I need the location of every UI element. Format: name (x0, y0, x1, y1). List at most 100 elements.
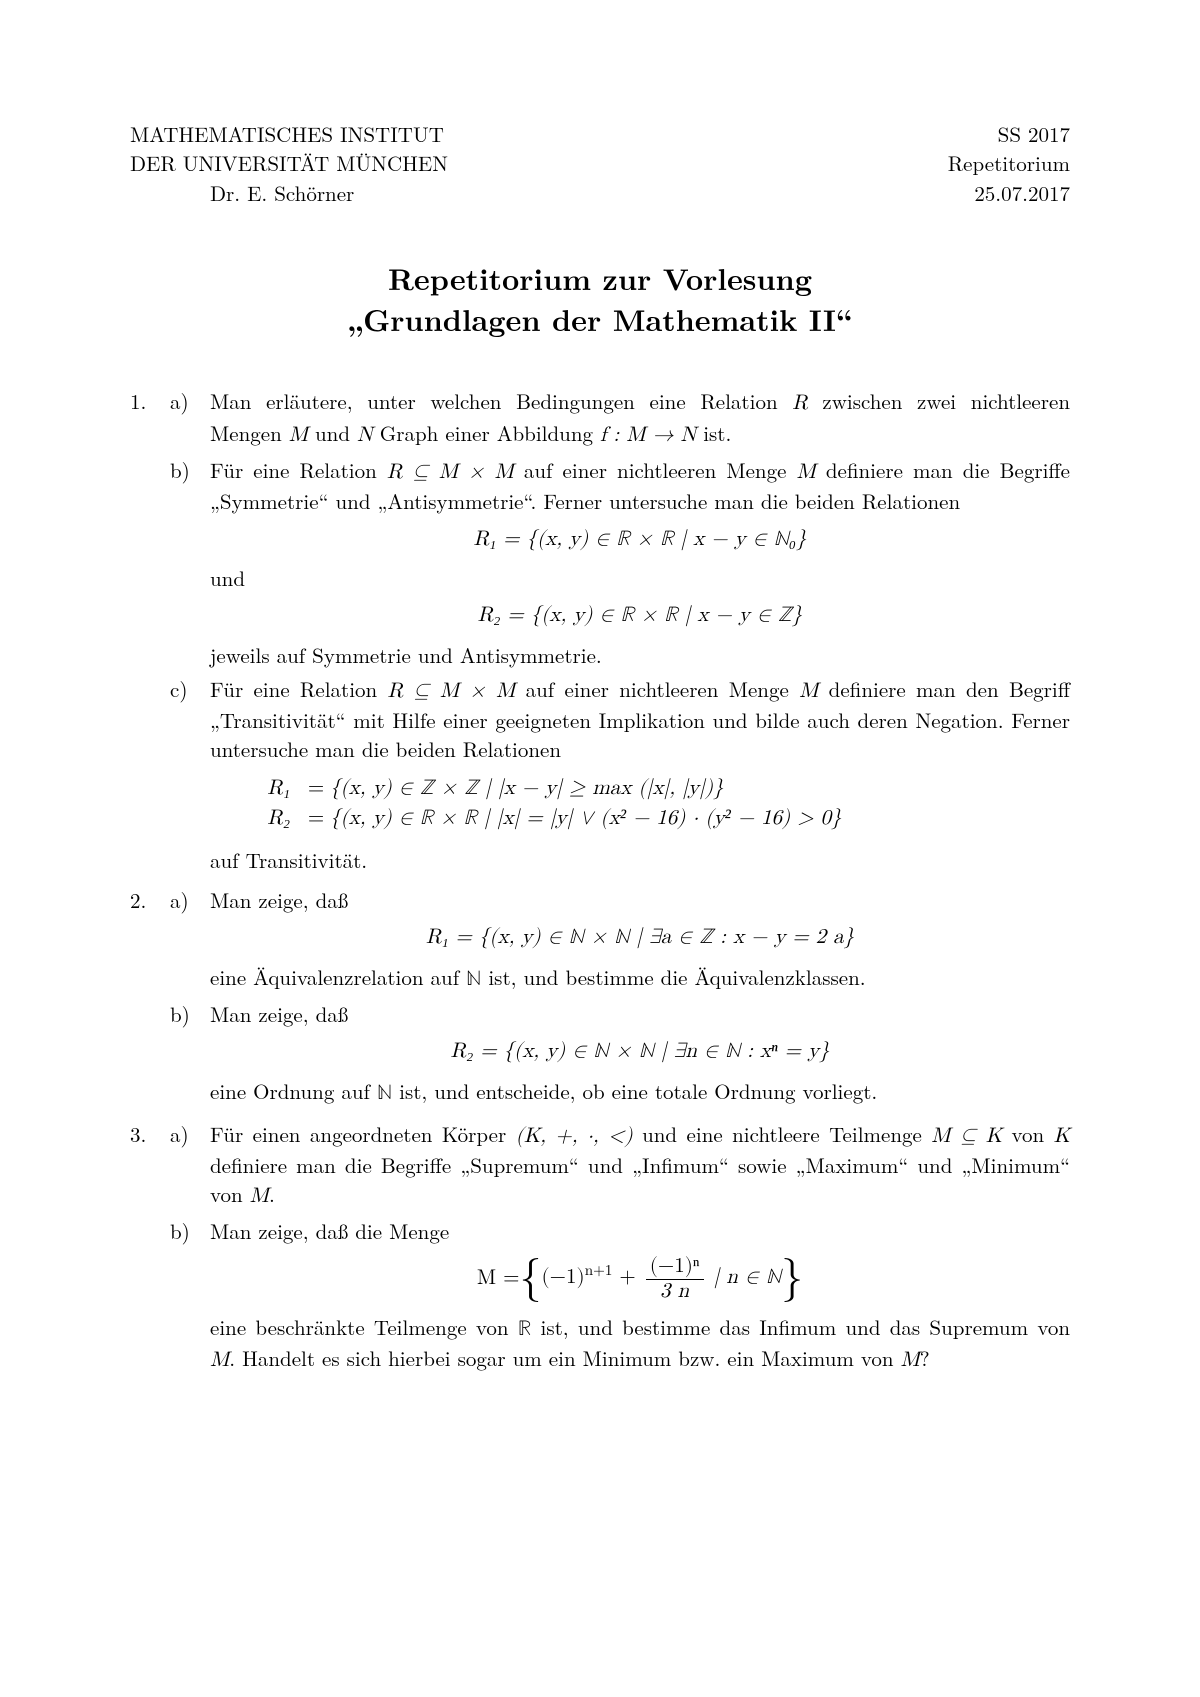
text: und (328, 486, 377, 516)
problem-number: 2. (130, 886, 170, 1114)
sub-body: Man zeige, daß R₁ = {(x, y) ∈ ℕ × ℕ | ∃a… (210, 886, 1070, 994)
sub-body: Für eine Relation R ⊆ M × M auf einer ni… (210, 675, 1070, 874)
text: ist. (696, 418, 731, 448)
connector-und: und (210, 564, 1070, 592)
eq-lhs: R₁ (240, 775, 302, 803)
text: definiere man die Begriffe (210, 1150, 460, 1180)
quoted-term: Antisymmetrie (378, 486, 531, 516)
course-type: Repetitorium (948, 149, 1070, 178)
frac-den: 3 n (646, 1280, 704, 1303)
set-cond: | n ∈ ℕ (707, 1268, 782, 1289)
sub-letter: a) (170, 886, 210, 994)
text: Graph einer Abbildung (373, 418, 600, 448)
quoted-term: Supremum (460, 1150, 579, 1180)
quoted-term: Symmetrie (210, 486, 328, 516)
math-Msub: M ⊆ K (931, 1126, 1002, 1147)
term-exp: n+1 (585, 1264, 613, 1279)
math-R: ℝ (518, 1319, 531, 1340)
math-N: ℕ (377, 1083, 392, 1104)
text: Man zeige, daß die Menge (210, 1216, 449, 1246)
problem-2a: a) Man zeige, daß R₁ = {(x, y) ∈ ℕ × ℕ |… (170, 886, 1070, 994)
sub-letter: b) (170, 1000, 210, 1108)
institute-line-1: MATHEMATISCHES INSTITUT (130, 120, 448, 149)
equation-M: M = { (−1)n+1 + (−1)ⁿ3 n | n ∈ ℕ } (477, 1255, 803, 1302)
equation-R1: R₁ = {(x, y) ∈ ℝ × ℝ | x − y ∈ ℕ₀} (473, 529, 806, 550)
text: Für eine Relation (210, 674, 388, 704)
title-line-2: „Grundlagen der Mathematik II“ (130, 299, 1070, 340)
math-M: M (796, 462, 815, 483)
text: und eine nichtleere Teilmenge (633, 1119, 932, 1149)
eq-prefix: M = (477, 1265, 520, 1293)
problem-number: 3. (130, 1120, 170, 1381)
document-header: MATHEMATISCHES INSTITUT DER UNIVERSITÄT … (130, 120, 1070, 208)
sub-body: Man erläutere, unter welchen Bedingungen… (210, 387, 1070, 450)
text: sowie (729, 1150, 796, 1180)
text: und (908, 1150, 961, 1180)
text: Für eine Relation (210, 455, 387, 485)
text: eine Äquivalenzrelation auf (210, 962, 466, 992)
problem-2-subs: a) Man zeige, daß R₁ = {(x, y) ∈ ℕ × ℕ |… (170, 886, 1070, 1114)
text: ist, und entscheide, ob eine totale Ordn… (392, 1076, 877, 1106)
sub-letter: a) (170, 1120, 210, 1211)
text: von (210, 1179, 250, 1209)
eq-rhs: {(x, y) ∈ ℝ × ℝ | |x| = |y| ∨ (x² − 16) … (330, 805, 842, 833)
eq-sign: = (302, 775, 330, 803)
text: ? (920, 1343, 930, 1373)
math-M: M (901, 1350, 920, 1371)
text: definiere man die Begriffe (816, 455, 1070, 485)
sub-letter: c) (170, 675, 210, 874)
problem-list: 1. a) Man erläutere, unter welchen Bedin… (130, 387, 1070, 1381)
problem-1c: c) Für eine Relation R ⊆ M × M auf einer… (170, 675, 1070, 874)
problem-2b: b) Man zeige, daß R₂ = {(x, y) ∈ ℕ × ℕ |… (170, 1000, 1070, 1108)
math-R: R (792, 393, 807, 414)
date: 25.07.2017 (948, 179, 1070, 208)
math-M: M (289, 425, 308, 446)
sub-letter: b) (170, 1217, 210, 1375)
lecturer: Dr. E. Schörner (130, 179, 448, 208)
math-K: (K, +, ·, <) (516, 1126, 633, 1147)
tail-text: jeweils auf Symmetrie und Antisymmetrie. (210, 641, 1070, 669)
institute-line-2: DER UNIVERSITÄT MÜNCHEN (130, 149, 448, 178)
header-left: MATHEMATISCHES INSTITUT DER UNIVERSITÄT … (130, 120, 448, 208)
eq-rhs: {(x, y) ∈ ℤ × ℤ | |x − y| ≥ max (|x|, |y… (330, 775, 724, 803)
sub-letter: a) (170, 387, 210, 450)
text: eine Ordnung auf (210, 1076, 377, 1106)
text: . Ferner untersuche man die beiden Relat… (531, 486, 961, 516)
title-line-1: Repetitorium zur Vorlesung (130, 258, 1070, 299)
text: Man erläutere, unter welchen Bedingungen… (210, 386, 792, 416)
problem-1b: b) Für eine Relation R ⊆ M × M auf einer… (170, 456, 1070, 669)
problem-3a: a) Für einen angeordneten Körper (K, +, … (170, 1120, 1070, 1211)
text: und (579, 1150, 632, 1180)
text: ist, und bestimme die Äquivalenzklassen. (481, 962, 865, 992)
text: auf einer nichtleeren Menge (514, 455, 797, 485)
math-N: ℕ (466, 969, 481, 990)
plus: + (612, 1268, 642, 1289)
header-right: SS 2017 Repetitorium 25.07.2017 (948, 120, 1070, 208)
page: MATHEMATISCHES INSTITUT DER UNIVERSITÄT … (0, 0, 1200, 1697)
brace-close-icon: } (781, 1261, 803, 1296)
problem-2: 2. a) Man zeige, daß R₁ = {(x, y) ∈ ℕ × … (130, 886, 1070, 1114)
problem-1a: a) Man erläutere, unter welchen Bedingun… (170, 387, 1070, 450)
sub-body: Für einen angeordneten Körper (K, +, ·, … (210, 1120, 1070, 1211)
text: eine beschränkte Teilmenge von (210, 1312, 518, 1342)
text: Man zeige, daß (210, 885, 348, 915)
eq-lhs: R₂ (240, 805, 302, 833)
quoted-term: Maximum (796, 1150, 909, 1180)
quoted-term: Infimum (632, 1150, 729, 1180)
eq-sign: = (302, 805, 330, 833)
problem-3: 3. a) Für einen angeordneten Körper (K, … (130, 1120, 1070, 1381)
problem-number: 1. (130, 387, 170, 880)
aligned-equations: R₁ = {(x, y) ∈ ℤ × ℤ | |x − y| ≥ max (|x… (240, 773, 842, 836)
equation-R2: R₂ = {(x, y) ∈ ℕ × ℕ | ∃n ∈ ℕ : xⁿ = y} (450, 1041, 829, 1062)
math-f: f : M → N (600, 425, 696, 446)
text: . (269, 1179, 275, 1209)
title-block: Repetitorium zur Vorlesung „Grundlagen d… (130, 258, 1070, 339)
sub-body: Man zeige, daß die Menge M = { (−1)n+1 +… (210, 1217, 1070, 1375)
frac-num: (−1)ⁿ (646, 1255, 704, 1279)
sub-body: Man zeige, daß R₂ = {(x, y) ∈ ℕ × ℕ | ∃n… (210, 1000, 1070, 1108)
text: definiere man den Begriff (818, 674, 1070, 704)
equation-R1: R₁ = {(x, y) ∈ ℕ × ℕ | ∃a ∈ ℤ : x − y = … (426, 927, 854, 948)
text: von (1002, 1119, 1054, 1149)
problem-3-subs: a) Für einen angeordneten Körper (K, +, … (170, 1120, 1070, 1381)
text: Man zeige, daß (210, 999, 348, 1029)
